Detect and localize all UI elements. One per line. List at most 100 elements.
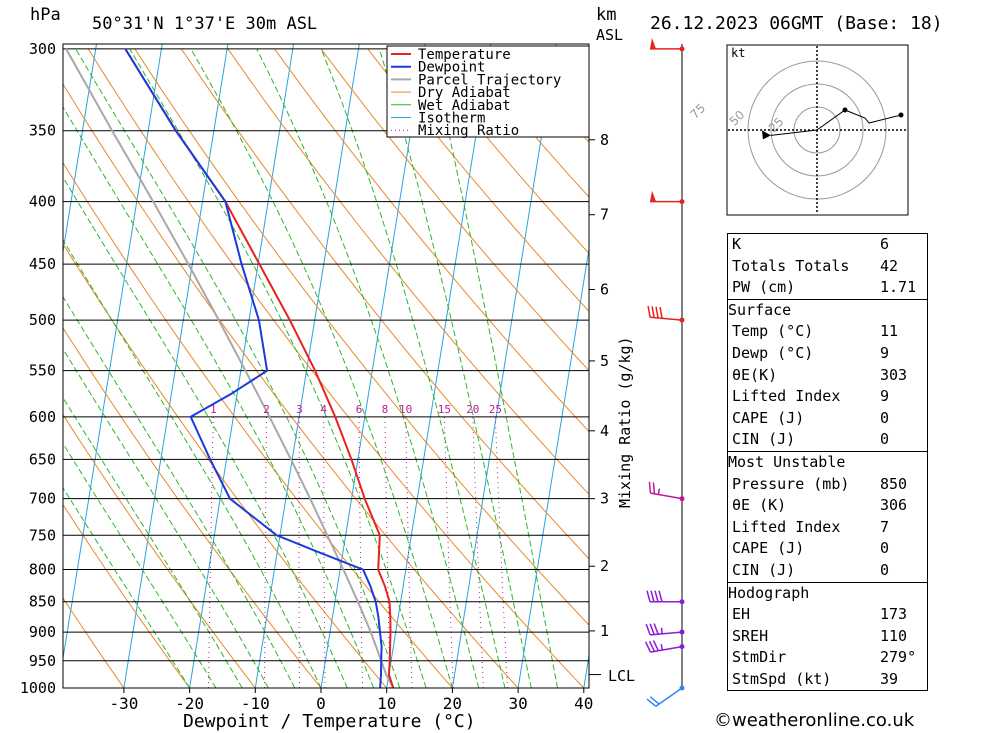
- most-unstable-row: θE (K) 306: [728, 495, 927, 517]
- most-unstable-label: CIN (J): [732, 560, 796, 579]
- hodograph-point: [842, 107, 848, 113]
- surface-label: Temp (°C): [732, 322, 814, 341]
- surface-row: Dewp (°C) 9: [728, 343, 927, 365]
- isotherm-line: [123, 44, 229, 688]
- surface-label: CIN (J): [732, 430, 796, 449]
- dry-adiabat-line: [274, 48, 589, 433]
- isotherm-line: [386, 44, 492, 688]
- indices-top-box: K 6 Totals Totals 42 PW (cm) 1.71: [727, 233, 928, 300]
- temp-tick-label: -30: [109, 694, 138, 713]
- dry-adiabat-line: [413, 48, 589, 255]
- hodograph-index-row: StmDir 279°: [728, 647, 927, 669]
- wet-adiabat-line: [63, 239, 322, 688]
- hodograph-unit: kt: [731, 46, 745, 60]
- pressure-tick-label: 600: [29, 408, 56, 426]
- surface-value: 9: [880, 343, 890, 362]
- surface-row: Temp (°C) 11: [728, 321, 927, 343]
- wind-barb-flag: [655, 306, 659, 319]
- wet-adiabat-line: [190, 48, 453, 688]
- mixing-ratio-line: [494, 416, 508, 688]
- mixing-ratio-label: 1: [210, 403, 217, 416]
- wind-barb-half-flag: [657, 488, 661, 495]
- most-unstable-label: θE (K): [732, 496, 787, 515]
- wind-barb-flag: [654, 590, 659, 602]
- wet-adiabat-line: [63, 442, 217, 688]
- wind-barb-flag: [648, 640, 656, 652]
- dry-adiabat-line: [63, 597, 125, 688]
- storm-motion-arrowhead: [761, 130, 771, 140]
- isotherm-line: [0, 44, 31, 688]
- mixing-ratio-label: 15: [438, 403, 451, 416]
- most-unstable-value: 306: [880, 496, 908, 515]
- km-tick-label: 2: [600, 557, 609, 575]
- km-tick-label: 7: [600, 206, 609, 224]
- indices-panel: K 6 Totals Totals 42 PW (cm) 1.71 Surface Tem…: [727, 233, 928, 692]
- wind-barb-half-flag: [660, 627, 663, 634]
- lcl-label: LCL: [608, 667, 635, 685]
- temp-tick-label: 0: [316, 694, 326, 713]
- surface-row: Lifted Index 9: [728, 386, 927, 408]
- legend-entry: Parcel Trajectory: [418, 72, 561, 88]
- index-label: PW (cm): [732, 278, 796, 297]
- hodograph-index-label: EH: [732, 605, 751, 624]
- pressure-tick-label: 900: [29, 623, 56, 641]
- mixing-ratio-line: [323, 416, 326, 688]
- series-parcel-trajectory: [65, 48, 395, 688]
- hodograph-box: Hodograph EH 173 SREH 110 StmDir 279° StmSpd (…: [727, 581, 928, 692]
- hodograph-index-row: StmSpd (kt) 39: [728, 669, 927, 691]
- hodograph-index-row: EH 173: [728, 604, 927, 626]
- wind-barb-staff: [650, 492, 683, 500]
- temp-tick-label: -20: [175, 694, 204, 713]
- most-unstable-value: 0: [880, 539, 890, 558]
- most-unstable-box: Most Unstable Pressure (mb) 850 θE (K) 306 L…: [727, 450, 928, 583]
- mixing-ratio-line: [264, 416, 267, 688]
- index-value: 42: [880, 256, 899, 275]
- wind-barb-flag: [648, 481, 652, 494]
- surface-value: 9: [880, 387, 890, 406]
- index-row: Totals Totals 42: [728, 256, 927, 278]
- temp-tick-label: -10: [241, 694, 270, 713]
- isotherm-line: [254, 44, 360, 688]
- wind-barb-flag: [651, 306, 655, 318]
- plot-frame: [62, 43, 590, 689]
- mixing-ratio-label: 25: [489, 403, 502, 416]
- surface-box: Surface Temp (°C) 11 Dewp (°C) 9 θE(K) 303 Lif…: [727, 298, 928, 452]
- wet-adiabat-line: [129, 48, 427, 688]
- pressure-tick-label: 550: [29, 362, 56, 380]
- pressure-tick-label: 1000: [20, 679, 56, 697]
- mixing-ratio-line: [405, 416, 413, 688]
- km-tick-label: 6: [600, 280, 609, 298]
- surface-row: CAPE (J) 0: [728, 408, 927, 430]
- copyright: ©weatheronline.co.uk: [714, 710, 915, 731]
- wind-barb-staff: [650, 316, 683, 321]
- surface-value: 0: [880, 430, 890, 449]
- surface-label: CAPE (J): [732, 408, 805, 427]
- mixing-ratio-label: 3: [296, 403, 303, 416]
- wind-barb-flag: [652, 482, 656, 494]
- hodograph-index-value: 39: [880, 669, 899, 688]
- mixing-ratio-line: [443, 416, 454, 688]
- wind-barb-flag: [650, 590, 655, 602]
- temp-tick-label: 10: [377, 694, 396, 713]
- pressure-tick-label: 750: [29, 526, 56, 544]
- most-unstable-label: Lifted Index: [732, 517, 841, 536]
- index-value: 1.71: [880, 278, 917, 297]
- dry-adiabat-line: [63, 243, 388, 688]
- wet-adiabat-line: [75, 48, 401, 688]
- dry-adiabat-line: [927, 49, 1000, 688]
- wet-adiabat-line: [320, 48, 506, 688]
- legend-entry: Isotherm: [418, 111, 485, 127]
- wind-profile: [644, 37, 685, 707]
- temp-tick-label: 40: [574, 694, 593, 713]
- pressure-tick-label: 650: [29, 450, 56, 468]
- dry-adiabat-line: [180, 48, 589, 560]
- surface-title: Surface: [728, 300, 792, 319]
- surface-row: CIN (J) 0: [728, 429, 927, 451]
- index-label: Totals Totals: [732, 256, 850, 275]
- index-label: K: [732, 235, 742, 253]
- hodograph-index-label: StmDir: [732, 648, 787, 667]
- hodograph-point: [898, 112, 904, 118]
- dry-adiabat-line: [63, 503, 191, 688]
- most-unstable-value: 0: [880, 560, 890, 579]
- isotherm-line: [63, 44, 97, 255]
